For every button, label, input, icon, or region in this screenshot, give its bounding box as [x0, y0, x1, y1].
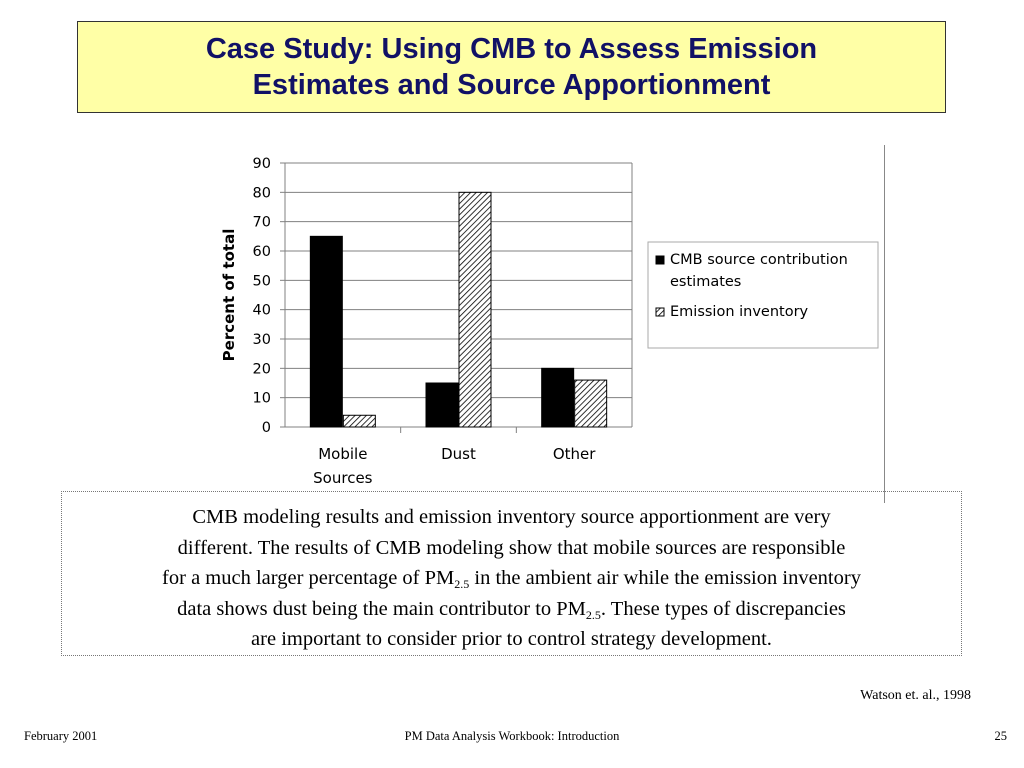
y-tick-label-40: 40 [253, 303, 271, 319]
bar-series-0-cat-2 [541, 367, 575, 428]
legend-swatch-0 [655, 255, 665, 265]
chart-container: 0 10 20 30 40 50 60 70 80 90 Mobile Sources Dust Othe… [200, 140, 900, 490]
bar-series-0-cat-1 [425, 382, 459, 428]
summary-line-1: CMB modeling results and emission invent… [192, 506, 831, 528]
summary-line-3-part-a: for a much larger percentage of PM [162, 567, 455, 589]
footer-date: February 2001 [24, 729, 98, 743]
summary-line-4: data shows dust being the main contribut… [62, 594, 961, 625]
bar-chart: 0 10 20 30 40 50 60 70 80 90 Mobile Sources Dust Othe… [220, 156, 879, 487]
summary-line-2: different. The results of CMB modeling s… [177, 536, 846, 559]
chart-labels: 0 10 20 30 40 50 60 70 80 90 Mobile Sources Dust Othe… [220, 156, 596, 487]
pm-subscript-1: 2.5 [454, 577, 470, 591]
chart-bars [309, 191, 608, 428]
bar-series-1-cat-0 [342, 414, 376, 428]
summary-line-4-part-b: . These types of discrepancies [600, 597, 846, 620]
slide-title-line-1: Case Study: Using CMB to Assess Emission [205, 33, 818, 65]
summary-line-5: are important to consider prior to contr… [251, 628, 772, 650]
y-tick-label-0: 0 [262, 420, 271, 436]
legend-box [647, 241, 879, 349]
summary-line-3: for a much larger percentage of PM2.5 in… [62, 563, 961, 594]
bar-series-0-cat-0 [309, 235, 343, 428]
summary-line-3-part-b: in the ambient air while the emission in… [469, 567, 861, 589]
x-tick-label-2-line-0: Other [553, 445, 596, 463]
slide-title: Case Study: Using CMB to Assess Emission… [206, 31, 817, 103]
bar-series-1-cat-2 [574, 379, 608, 428]
legend-label-1-line-0: Emission inventory [670, 304, 809, 320]
vertical-divider [884, 145, 885, 503]
y-tick-label-30: 30 [253, 332, 271, 348]
x-tick-label-1-line-0: Dust [441, 445, 476, 463]
legend-label-0-line-0: CMB source contribution [670, 252, 848, 268]
y-axis-title: Percent of total [220, 229, 238, 362]
legend-swatch-1 [655, 307, 665, 317]
title-box: Case Study: Using CMB to Assess Emission… [77, 21, 946, 113]
x-tick-label-0-line-0: Mobile [318, 445, 367, 463]
page-number: 25 [994, 729, 1008, 743]
bar-series-1-cat-1 [458, 191, 492, 428]
chart-legend: CMB source contribution estimates Emission… [647, 241, 879, 349]
y-tick-label-70: 70 [253, 215, 271, 231]
y-tick-label-20: 20 [253, 361, 271, 377]
pm-subscript-2: 2.5 [585, 607, 601, 622]
y-tick-label-10: 10 [253, 391, 271, 407]
legend-label-0-line-1: estimates [670, 274, 741, 290]
x-tick-label-0-line-1: Sources [313, 469, 373, 487]
citation: Watson et. al., 1998 [860, 688, 971, 703]
footer-title: PM Data Analysis Workbook: Introduction [404, 729, 620, 743]
y-tick-label-80: 80 [253, 185, 271, 201]
y-tick-label-60: 60 [253, 244, 271, 260]
summary-line-4-part-a: data shows dust being the main contribut… [177, 597, 586, 620]
slide-title-line-2: Estimates and Source Apportionment [252, 69, 771, 101]
y-tick-label-90: 90 [253, 156, 271, 172]
summary-text-box: CMB modeling results and emission invent… [61, 491, 962, 656]
y-tick-label-50: 50 [253, 273, 271, 289]
